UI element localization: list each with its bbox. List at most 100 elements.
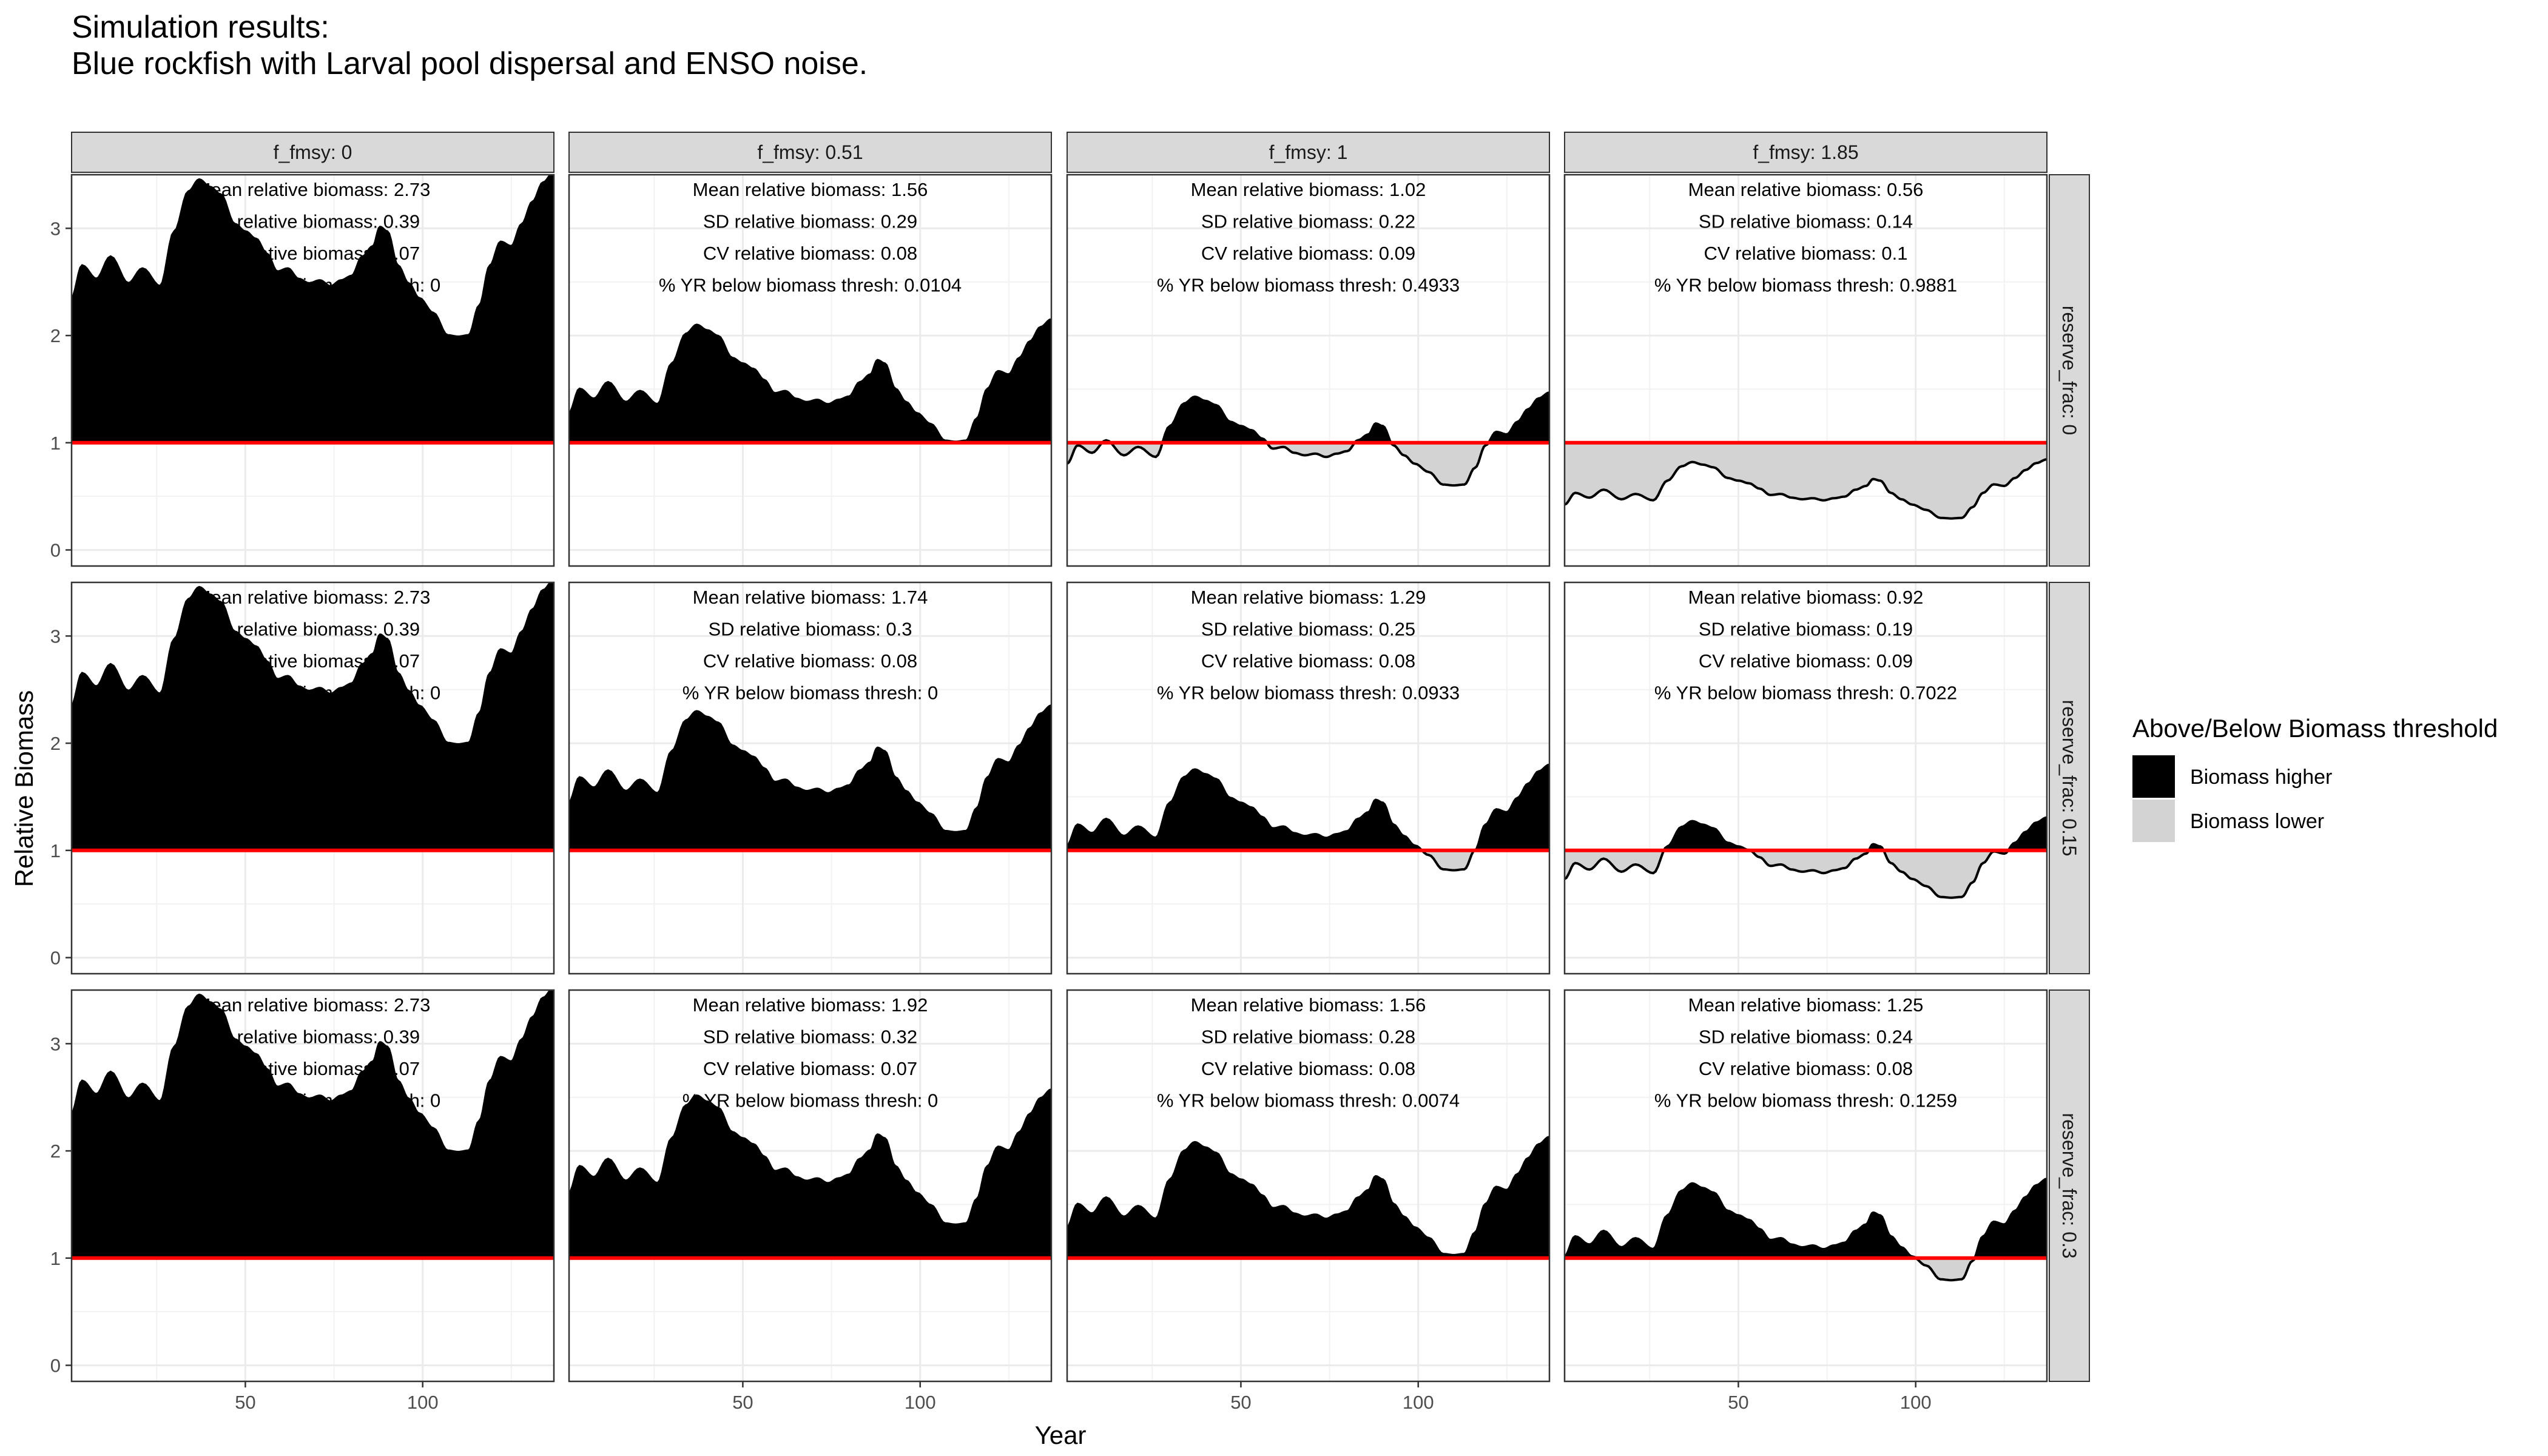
panel-background <box>1565 990 2047 1381</box>
panel-annotation: Mean relative biomass: 2.73 <box>195 994 431 1016</box>
facet-panel: Mean relative biomass: 1.56 SD relative b… <box>568 174 1053 567</box>
panel-annotation: SD relative biomass: 0.3 <box>709 619 912 640</box>
x-axis-title: Year <box>1035 1421 1087 1449</box>
panel-annotation: % YR below biomass thresh: 0 <box>185 275 441 296</box>
facet-panel: Mean relative biomass: 1.29 SD relative b… <box>1066 581 1551 975</box>
y-tick-label: 3 <box>50 1033 61 1054</box>
y-tick-label: 3 <box>50 625 61 647</box>
column-strip <box>1067 132 1550 173</box>
y-tick-label: 2 <box>50 1141 61 1162</box>
panel-annotation: % YR below biomass thresh: 0.0933 <box>1157 682 1460 704</box>
row-strip <box>2049 582 2090 974</box>
panel-border <box>568 174 1053 567</box>
biomass-line <box>1565 816 2047 899</box>
column-strip-label: f_fmsy: 0.51 <box>757 141 863 163</box>
column-strip <box>568 132 1052 173</box>
row-strip-label: reserve_frac: 0 <box>2058 306 2080 435</box>
panel-annotation: % YR below biomass thresh: 0 <box>185 682 441 704</box>
panel-annotation: CV relative biomass: 0.08 <box>703 650 917 672</box>
panel-annotation: SD relative biomass: 0.22 <box>1201 211 1415 232</box>
panel-annotation: CV relative biomass: 0.07 <box>206 650 420 672</box>
chart-title-line-1: Simulation results: <box>72 10 329 45</box>
legend-label-lower: Biomass lower <box>2190 810 2324 833</box>
y-tick-label: 2 <box>50 733 61 754</box>
y-tick-label: 0 <box>50 539 61 561</box>
area-above-threshold <box>569 1090 1051 1258</box>
panel-annotation: % YR below biomass thresh: 0.0074 <box>1157 1090 1460 1111</box>
panel-background <box>569 582 1051 974</box>
facet-panel: Mean relative biomass: 1.25 SD relative b… <box>1563 989 2048 1413</box>
x-tick-label: 100 <box>407 1392 439 1413</box>
legend-key-higher <box>2132 755 2175 798</box>
x-tick-label: 100 <box>905 1392 936 1413</box>
area-above-threshold <box>72 175 554 443</box>
panel-annotation: Mean relative biomass: 0.56 <box>1688 179 1924 200</box>
biomass-line <box>569 704 1051 834</box>
panel-annotation: CV relative biomass: 0.1 <box>1704 243 1908 264</box>
y-tick-label: 1 <box>50 1248 61 1269</box>
y-tick-label: 2 <box>50 325 61 346</box>
x-tick-label: 100 <box>1900 1392 1932 1413</box>
panel-annotation: % YR below biomass thresh: 0.9881 <box>1654 275 1957 296</box>
panel-annotation: SD relative biomass: 0.14 <box>1699 211 1913 232</box>
panel-annotation: % YR below biomass thresh: 0.4933 <box>1157 275 1460 296</box>
chart-title-line-2: Blue rockfish with Larval pool dispersal… <box>72 46 868 81</box>
panel-annotation: % YR below biomass thresh: 0 <box>682 682 939 704</box>
biomass-line <box>72 175 552 339</box>
panel-annotation: SD relative biomass: 0.19 <box>1699 619 1913 640</box>
x-tick-label: 50 <box>235 1392 255 1413</box>
panel-annotation: Mean relative biomass: 2.73 <box>195 587 431 608</box>
panel-annotation: Mean relative biomass: 1.56 <box>693 179 928 200</box>
biomass-line <box>72 582 552 746</box>
x-tick-label: 50 <box>1230 1392 1251 1413</box>
biomass-line <box>1067 1136 1549 1256</box>
legend: Above/Below Biomass threshold Biomass hi… <box>2132 714 2498 842</box>
column-strip-label: f_fmsy: 0 <box>274 141 352 163</box>
legend-label-higher: Biomass higher <box>2190 766 2332 789</box>
panel-annotation: SD relative biomass: 0.29 <box>703 211 917 232</box>
legend-key-lower <box>2132 800 2175 842</box>
facet-panel: Mean relative biomass: 1.92 SD relative b… <box>568 989 1053 1413</box>
area-above-threshold <box>1067 764 1549 851</box>
panel-annotation: CV relative biomass: 0.07 <box>206 243 420 264</box>
facet-panel: Mean relative biomass: 0.92 SD relative b… <box>1563 581 2048 975</box>
legend-title: Above/Below Biomass threshold <box>2132 714 2498 743</box>
panel-annotation: CV relative biomass: 0.08 <box>703 243 917 264</box>
panel-border <box>70 989 555 1383</box>
panel-annotation: Mean relative biomass: 0.92 <box>1688 587 1924 608</box>
panel-annotation: Mean relative biomass: 1.56 <box>1191 994 1426 1016</box>
biomass-line <box>1565 458 2047 520</box>
panel-border <box>70 581 555 975</box>
panel-annotation: SD relative biomass: 0.32 <box>703 1026 917 1048</box>
panel-annotation: Mean relative biomass: 1.74 <box>693 587 928 608</box>
row-strip-label: reserve_frac: 0.15 <box>2058 700 2080 857</box>
panel-border <box>568 989 1053 1383</box>
panel-annotation: CV relative biomass: 0.09 <box>1201 243 1415 264</box>
panel-border <box>1066 581 1551 975</box>
x-tick-label: 50 <box>732 1392 753 1413</box>
area-above-threshold <box>1067 393 1549 443</box>
panel-annotation: Mean relative biomass: 1.29 <box>1191 587 1426 608</box>
area-above-threshold <box>72 582 554 851</box>
panel-annotation: CV relative biomass: 0.08 <box>1201 650 1415 672</box>
panel-annotation: % YR below biomass thresh: 0.7022 <box>1654 682 1957 704</box>
area-above-threshold <box>1565 1179 2047 1258</box>
panel-annotation: SD relative biomass: 0.39 <box>206 619 420 640</box>
facet-panel: Mean relative biomass: 2.73 SD relative b… <box>50 174 555 567</box>
y-tick-label: 0 <box>50 947 61 968</box>
x-tick-label: 50 <box>1728 1392 1748 1413</box>
biomass-line <box>569 1088 1051 1226</box>
panel-annotation: CV relative biomass: 0.09 <box>1699 650 1913 672</box>
biomass-line <box>1565 1178 2047 1282</box>
y-tick-label: 0 <box>50 1355 61 1376</box>
column-strip-label: f_fmsy: 1 <box>1269 141 1348 163</box>
area-below-threshold <box>1565 1258 2047 1281</box>
panel-annotation: SD relative biomass: 0.39 <box>206 1026 420 1048</box>
area-above-threshold <box>1067 1137 1549 1258</box>
panel-annotation: SD relative biomass: 0.25 <box>1201 619 1415 640</box>
panel-background <box>1067 990 1549 1381</box>
panel-annotation: % YR below biomass thresh: 0 <box>682 1090 939 1111</box>
panel-border <box>1066 989 1551 1383</box>
panel-border <box>568 581 1053 975</box>
